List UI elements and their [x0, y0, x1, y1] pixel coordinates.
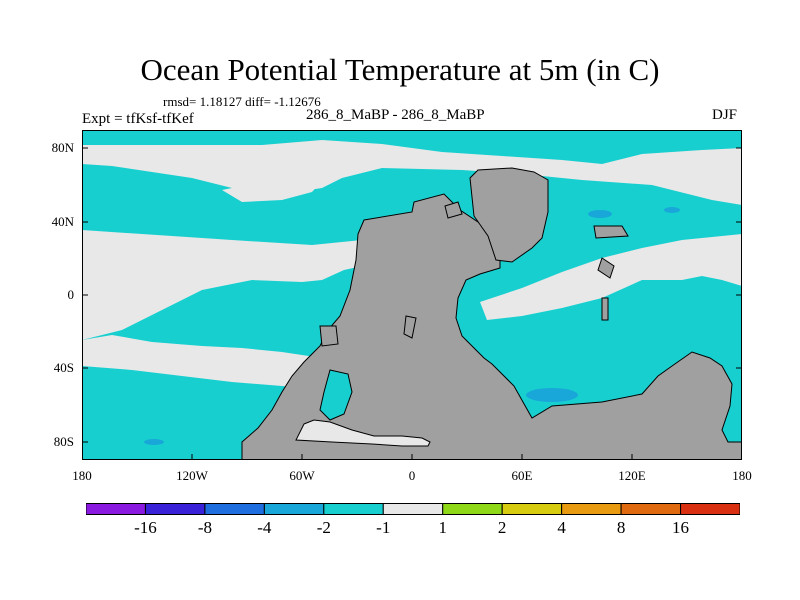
longitude-label: 120W: [176, 468, 208, 483]
colorbar-level-label: -1: [376, 518, 391, 537]
colorbar-swatch: [442, 503, 503, 515]
latitude-label: 40S: [53, 360, 74, 376]
cyan-inlet: [319, 369, 353, 421]
longitude-label: 0: [408, 468, 416, 483]
experiment-label: Expt = tfKsf-tfKef: [82, 111, 194, 127]
colorbar-level-label: 4: [557, 518, 566, 537]
latitude-label: 80S: [53, 433, 74, 449]
colorbar-swatch: [204, 503, 265, 515]
colorbar-swatch: [680, 503, 740, 515]
land-masses: [241, 167, 742, 460]
plot-title: Ocean Potential Temperature at 5m (in C): [140, 52, 660, 87]
latitude-label: 0: [67, 287, 75, 302]
latitude-label: 40N: [51, 213, 74, 229]
longitude-label: 180: [732, 468, 752, 483]
colorbar-level-label: -16: [134, 518, 157, 537]
colorbar-level-label: 8: [616, 518, 626, 537]
latitude-label: 80N: [51, 140, 74, 156]
colorbar-swatch: [263, 503, 325, 515]
colorbar-swatch: [620, 503, 682, 515]
colorbar: [86, 503, 740, 515]
colorbar-swatch: [501, 503, 563, 515]
colorbar-level-label: 1: [438, 518, 447, 537]
neutral-anomaly-regions: [82, 140, 742, 390]
case-comparison-label: 286_8_MaBP - 286_8_MaBP: [306, 107, 485, 123]
colorbar-level-label: -8: [197, 518, 212, 537]
colorbar-swatch: [561, 503, 622, 515]
colorbar-level-label: 2: [497, 518, 507, 537]
rmsd-diff-stats: rmsd= 1.18127 diff= -1.12676: [163, 94, 321, 109]
temperature-map: [82, 130, 742, 460]
colorbar-level-label: -2: [316, 518, 331, 537]
longitude-label: 180: [72, 468, 92, 483]
colorbar-level-label: 16: [672, 518, 690, 537]
longitude-label: 120E: [618, 468, 646, 483]
season-label: DJF: [712, 107, 738, 123]
longitude-label: 60W: [289, 468, 315, 483]
colorbar-swatch: [323, 503, 384, 515]
longitude-label: 60E: [511, 468, 533, 483]
colorbar-swatch: [144, 503, 206, 515]
axis-ticks: [82, 147, 742, 460]
colorbar-swatch: [382, 503, 444, 515]
neutral-southern-patch: [295, 419, 431, 447]
colorbar-swatch: [86, 503, 146, 515]
colorbar-level-label: -4: [257, 518, 272, 537]
